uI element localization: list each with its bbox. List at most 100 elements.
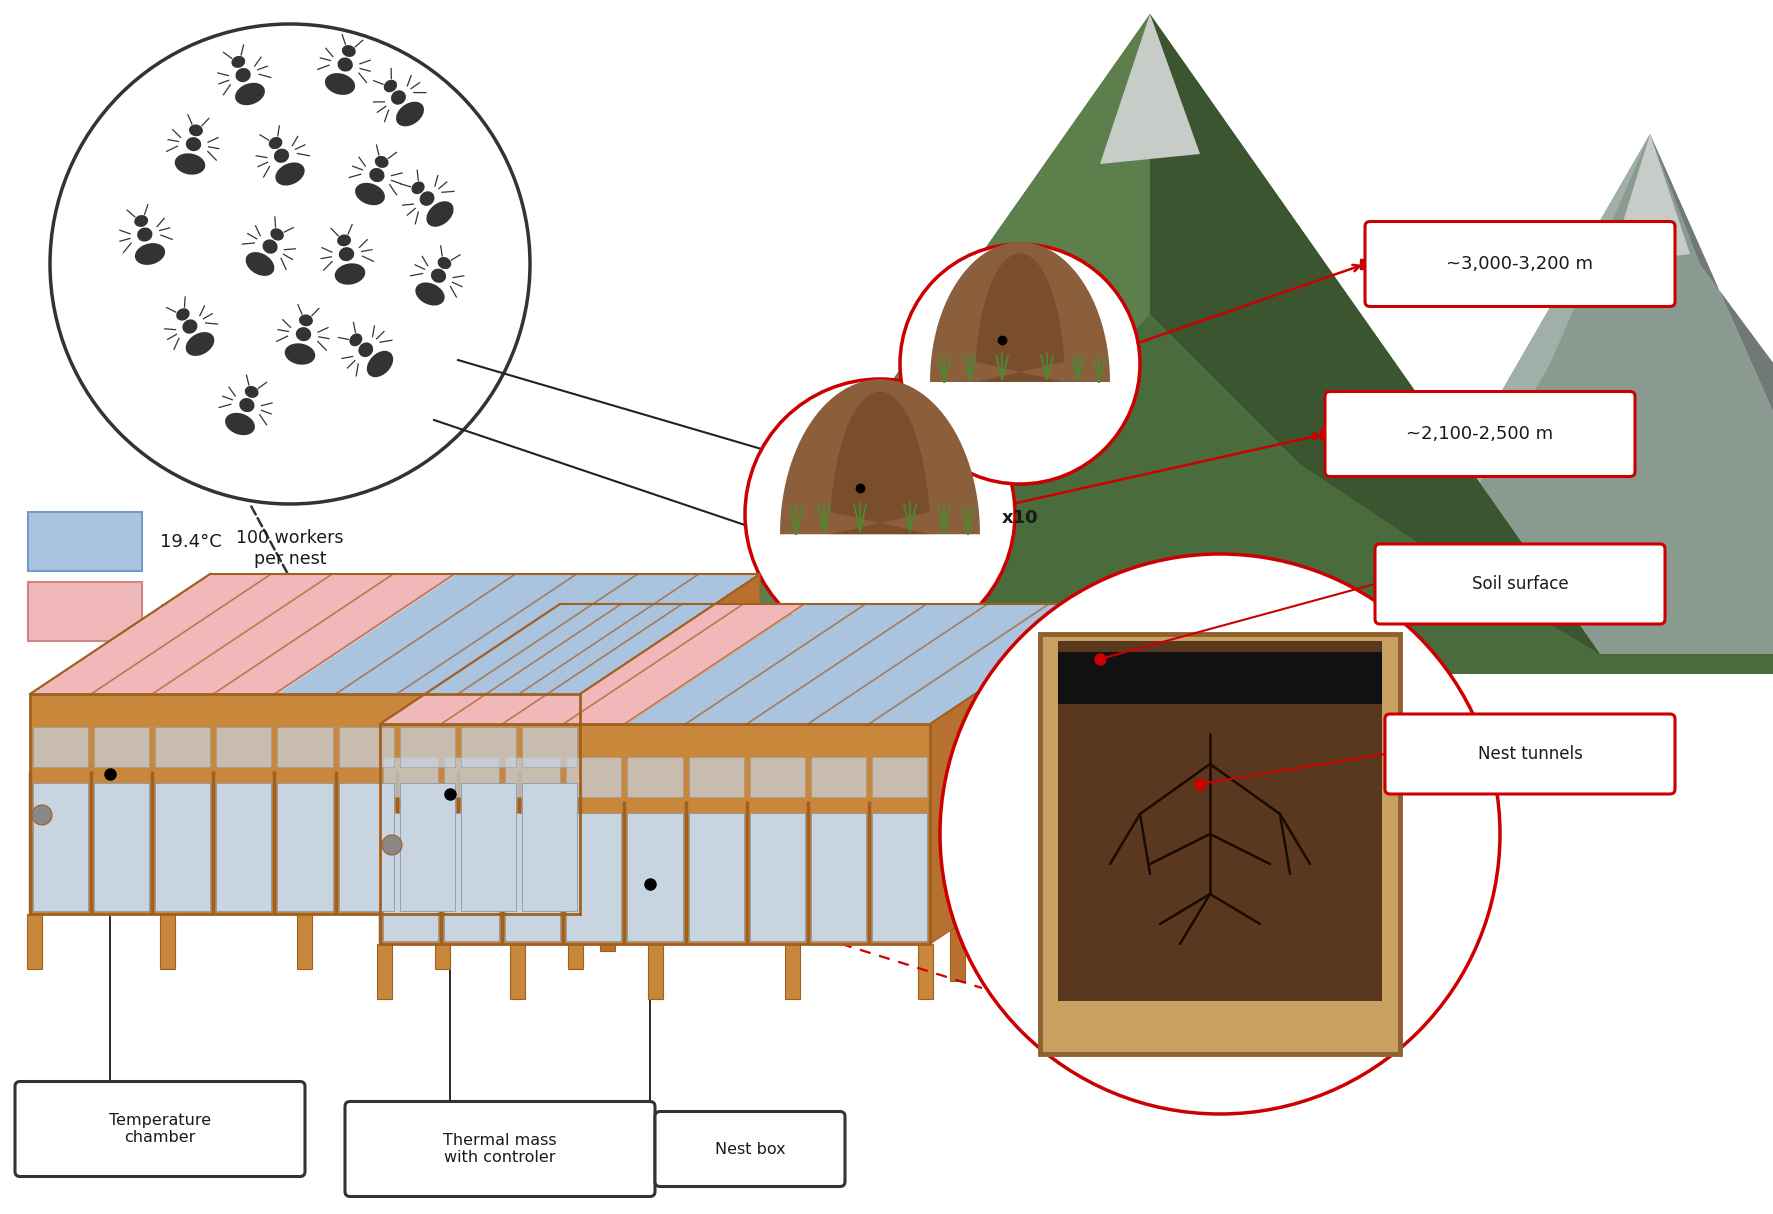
Ellipse shape [284, 344, 316, 364]
Ellipse shape [269, 228, 284, 240]
Circle shape [50, 24, 530, 504]
Ellipse shape [395, 102, 424, 126]
Ellipse shape [355, 183, 385, 205]
Ellipse shape [358, 342, 372, 357]
FancyBboxPatch shape [14, 1082, 305, 1176]
Polygon shape [929, 242, 1110, 382]
FancyBboxPatch shape [94, 783, 149, 910]
FancyBboxPatch shape [505, 813, 560, 941]
Ellipse shape [324, 73, 355, 95]
FancyBboxPatch shape [378, 944, 392, 999]
Polygon shape [30, 694, 580, 914]
Text: Thermal mass
with controler: Thermal mass with controler [443, 1133, 557, 1165]
FancyBboxPatch shape [34, 783, 89, 910]
FancyBboxPatch shape [1374, 544, 1665, 624]
FancyBboxPatch shape [1039, 634, 1399, 1054]
Ellipse shape [415, 283, 445, 306]
Text: Nest tunnels: Nest tunnels [1477, 745, 1582, 764]
Polygon shape [628, 605, 1110, 724]
FancyBboxPatch shape [750, 813, 805, 941]
FancyBboxPatch shape [399, 727, 454, 766]
Ellipse shape [245, 386, 259, 398]
FancyBboxPatch shape [160, 914, 176, 969]
Ellipse shape [349, 334, 362, 346]
FancyBboxPatch shape [339, 783, 394, 910]
FancyBboxPatch shape [344, 1101, 654, 1197]
Circle shape [745, 379, 1014, 649]
Text: Temperature
chamber: Temperature chamber [108, 1113, 211, 1145]
FancyBboxPatch shape [1057, 652, 1381, 704]
Polygon shape [1149, 15, 1599, 654]
FancyBboxPatch shape [566, 758, 621, 796]
Ellipse shape [296, 327, 310, 341]
Ellipse shape [245, 253, 275, 276]
FancyBboxPatch shape [1057, 641, 1381, 1036]
Ellipse shape [390, 90, 406, 104]
FancyBboxPatch shape [154, 783, 211, 910]
FancyBboxPatch shape [443, 758, 498, 796]
FancyBboxPatch shape [750, 758, 805, 796]
Polygon shape [1610, 134, 1690, 263]
FancyBboxPatch shape [443, 813, 498, 941]
Ellipse shape [176, 308, 190, 320]
Polygon shape [277, 574, 759, 694]
FancyBboxPatch shape [461, 783, 516, 910]
Ellipse shape [337, 57, 353, 72]
FancyBboxPatch shape [1385, 714, 1674, 794]
FancyBboxPatch shape [871, 813, 927, 941]
Ellipse shape [438, 257, 450, 270]
Ellipse shape [411, 181, 424, 194]
Ellipse shape [183, 319, 197, 334]
FancyBboxPatch shape [1363, 221, 1674, 306]
Ellipse shape [374, 155, 388, 168]
Ellipse shape [230, 56, 245, 68]
Ellipse shape [273, 148, 289, 163]
FancyBboxPatch shape [94, 727, 149, 766]
Polygon shape [700, 15, 1149, 654]
Ellipse shape [262, 239, 277, 254]
Text: ~2,100-2,500 m: ~2,100-2,500 m [1406, 425, 1553, 443]
Text: x10: x10 [862, 674, 897, 692]
FancyBboxPatch shape [216, 783, 271, 910]
FancyBboxPatch shape [434, 914, 450, 969]
FancyBboxPatch shape [647, 944, 661, 999]
Polygon shape [700, 15, 1599, 654]
Ellipse shape [186, 137, 200, 152]
FancyBboxPatch shape [566, 813, 621, 941]
Ellipse shape [135, 243, 165, 265]
FancyBboxPatch shape [505, 758, 560, 796]
Polygon shape [379, 605, 807, 724]
FancyBboxPatch shape [277, 727, 332, 766]
Circle shape [940, 554, 1500, 1114]
FancyBboxPatch shape [399, 783, 454, 910]
FancyBboxPatch shape [277, 783, 332, 910]
Text: Soil surface: Soil surface [1472, 575, 1567, 592]
FancyBboxPatch shape [810, 758, 865, 796]
Polygon shape [1649, 134, 1773, 414]
Ellipse shape [190, 125, 202, 136]
Polygon shape [379, 724, 929, 944]
FancyBboxPatch shape [216, 727, 271, 766]
Ellipse shape [335, 263, 365, 284]
FancyBboxPatch shape [28, 512, 142, 571]
Ellipse shape [369, 168, 385, 182]
FancyBboxPatch shape [509, 944, 525, 999]
Ellipse shape [225, 413, 255, 435]
FancyBboxPatch shape [567, 914, 582, 969]
FancyBboxPatch shape [628, 758, 683, 796]
FancyBboxPatch shape [599, 896, 613, 951]
Ellipse shape [342, 45, 356, 57]
Text: 31.1°C: 31.1°C [160, 603, 222, 622]
FancyBboxPatch shape [298, 914, 312, 969]
Ellipse shape [339, 248, 355, 261]
FancyBboxPatch shape [1039, 866, 1053, 921]
Ellipse shape [367, 351, 394, 378]
Polygon shape [580, 574, 759, 914]
FancyBboxPatch shape [28, 582, 142, 641]
FancyBboxPatch shape [688, 813, 743, 941]
Ellipse shape [426, 202, 454, 227]
FancyBboxPatch shape [339, 727, 394, 766]
FancyBboxPatch shape [628, 813, 683, 941]
Circle shape [381, 835, 402, 855]
Ellipse shape [236, 83, 264, 106]
